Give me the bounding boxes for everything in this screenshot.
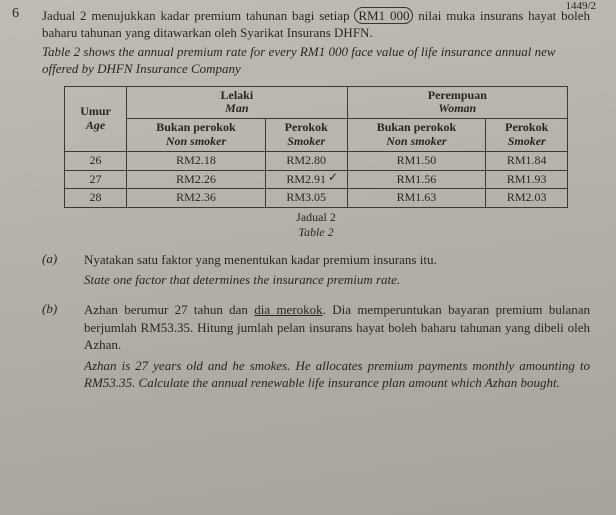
cell-m-ns: RM2.36	[127, 189, 266, 208]
cell-age: 28	[64, 189, 126, 208]
intro-my-head: Jadual 2 menujukkan kadar premium tahuna…	[42, 8, 350, 23]
col-woman-nonsmoker: Bukan perokok Non smoker	[347, 119, 486, 152]
col-man-smoker: Perokok Smoker	[265, 119, 347, 152]
intro-malay: Jadual 2 menujukkan kadar premium tahuna…	[42, 8, 590, 42]
cell-w-s: RM2.03	[486, 189, 568, 208]
intro-english: Table 2 shows the annual premium rate fo…	[42, 44, 590, 78]
cell-w-ns: RM1.50	[347, 151, 486, 170]
part-b-en: Azhan is 27 years old and he smokes. He …	[84, 357, 590, 392]
cell-m-s: RM2.91	[265, 170, 347, 189]
col-age: Umur Age	[64, 86, 126, 151]
col-woman-smoker: Perokok Smoker	[486, 119, 568, 152]
man-my: Lelaki	[131, 89, 342, 103]
part-a: (a) Nyatakan satu faktor yang menentukan…	[42, 251, 590, 289]
age-my: Umur	[69, 105, 122, 119]
caption-en: Table 2	[42, 225, 590, 239]
table-row: 28 RM2.36 RM3.05 RM1.63 RM2.03	[64, 189, 567, 208]
part-b-body: Azhan berumur 27 tahun dan dia merokok. …	[84, 301, 590, 392]
cell-m-ns: RM2.18	[127, 151, 266, 170]
ns-en: Non smoker	[131, 135, 261, 149]
s-en2: Smoker	[490, 135, 563, 149]
part-b-my-1: Azhan berumur 27 tahun dan	[84, 302, 254, 317]
question-number: 6	[12, 6, 19, 22]
age-en: Age	[69, 119, 122, 133]
part-b-my: Azhan berumur 27 tahun dan dia merokok. …	[84, 301, 590, 354]
s-my: Perokok	[270, 121, 343, 135]
col-man-nonsmoker: Bukan perokok Non smoker	[127, 119, 266, 152]
cell-age: 27	[64, 170, 126, 189]
cell-w-s: RM1.93	[486, 170, 568, 189]
table-row: 27 RM2.26 RM2.91 RM1.56 RM1.93	[64, 170, 567, 189]
cell-age: 26	[64, 151, 126, 170]
ns-en2: Non smoker	[352, 135, 482, 149]
caption-my: Jadual 2	[42, 210, 590, 224]
cell-m-s: RM2.80	[265, 151, 347, 170]
part-b: (b) Azhan berumur 27 tahun dan dia merok…	[42, 301, 590, 392]
woman-en: Woman	[352, 102, 564, 116]
cell-w-s: RM1.84	[486, 151, 568, 170]
part-a-en: State one factor that determines the ins…	[84, 271, 590, 289]
cell-m-s: RM3.05	[265, 189, 347, 208]
page-corner-number: 1449/2	[565, 0, 596, 12]
cell-w-ns: RM1.56	[347, 170, 486, 189]
part-a-body: Nyatakan satu faktor yang menentukan kad…	[84, 251, 590, 289]
col-man: Lelaki Man	[127, 86, 347, 119]
ns-my: Bukan perokok	[131, 121, 261, 135]
s-en: Smoker	[270, 135, 343, 149]
header-row-2: Bukan perokok Non smoker Perokok Smoker …	[64, 119, 567, 152]
part-a-label: (a)	[42, 251, 66, 267]
premium-table: Umur Age Lelaki Man Perempuan Woman Buka…	[64, 86, 568, 209]
ticked-cell: RM2.91	[286, 173, 326, 187]
part-a-my: Nyatakan satu faktor yang menentukan kad…	[84, 251, 590, 269]
part-b-label: (b)	[42, 301, 66, 317]
col-woman: Perempuan Woman	[347, 86, 568, 119]
cell-w-ns: RM1.63	[347, 189, 486, 208]
woman-my: Perempuan	[352, 89, 564, 103]
cell-m-ns: RM2.26	[127, 170, 266, 189]
s-my2: Perokok	[490, 121, 563, 135]
table-row: 26 RM2.18 RM2.80 RM1.50 RM1.84	[64, 151, 567, 170]
table-caption: Jadual 2 Table 2	[42, 210, 590, 239]
man-en: Man	[131, 102, 342, 116]
header-row-1: Umur Age Lelaki Man Perempuan Woman	[64, 86, 567, 119]
part-b-my-uline: dia merokok	[254, 302, 322, 317]
intro-my-circled: RM1 000	[354, 7, 413, 24]
exam-page: 1449/2 6 Jadual 2 menujukkan kadar premi…	[0, 0, 616, 515]
ns-my2: Bukan perokok	[352, 121, 482, 135]
